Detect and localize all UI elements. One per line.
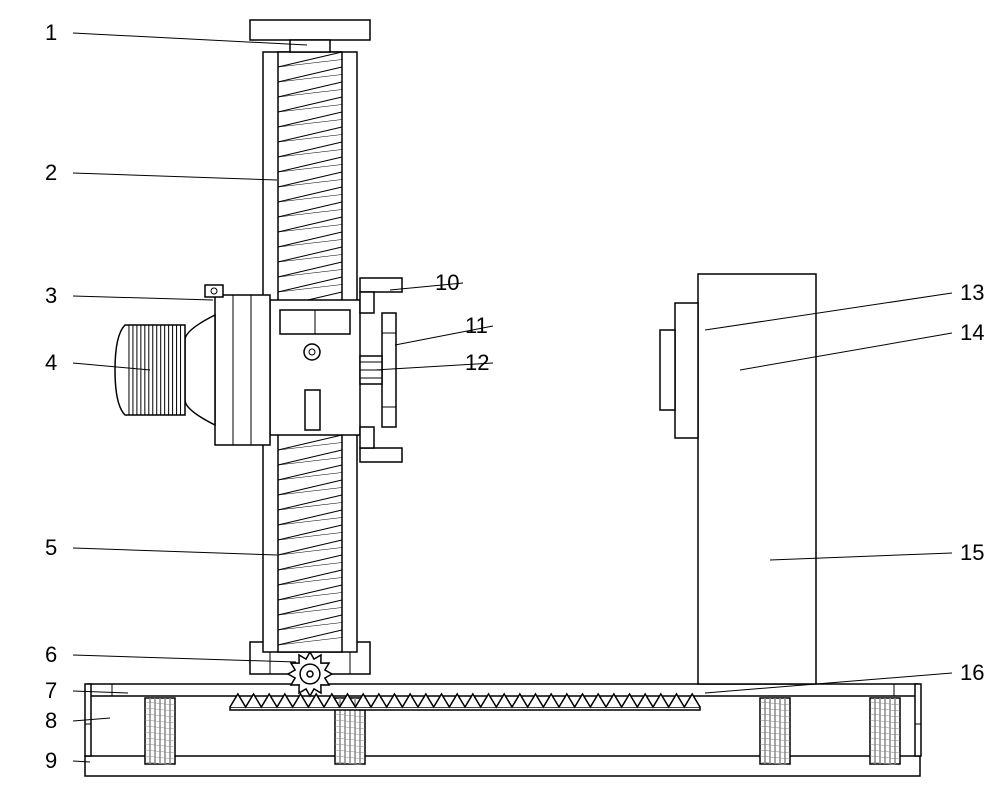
label-l14: 14 [960, 320, 984, 345]
label-l1: 1 [45, 20, 57, 45]
label-l3: 3 [45, 283, 57, 308]
label-l16: 16 [960, 660, 984, 685]
label-l8: 8 [45, 708, 57, 733]
label-l10: 10 [435, 270, 459, 295]
diagram: 12345678910111213141516 [0, 0, 1000, 801]
label-l9: 9 [45, 748, 57, 773]
label-l5: 5 [45, 535, 57, 560]
label-l2: 2 [45, 160, 57, 185]
label-l7: 7 [45, 678, 57, 703]
label-l4: 4 [45, 350, 57, 375]
label-l6: 6 [45, 642, 57, 667]
label-l13: 13 [960, 280, 984, 305]
label-l15: 15 [960, 540, 984, 565]
label-l11: 11 [465, 313, 488, 338]
label-l12: 12 [465, 350, 489, 375]
